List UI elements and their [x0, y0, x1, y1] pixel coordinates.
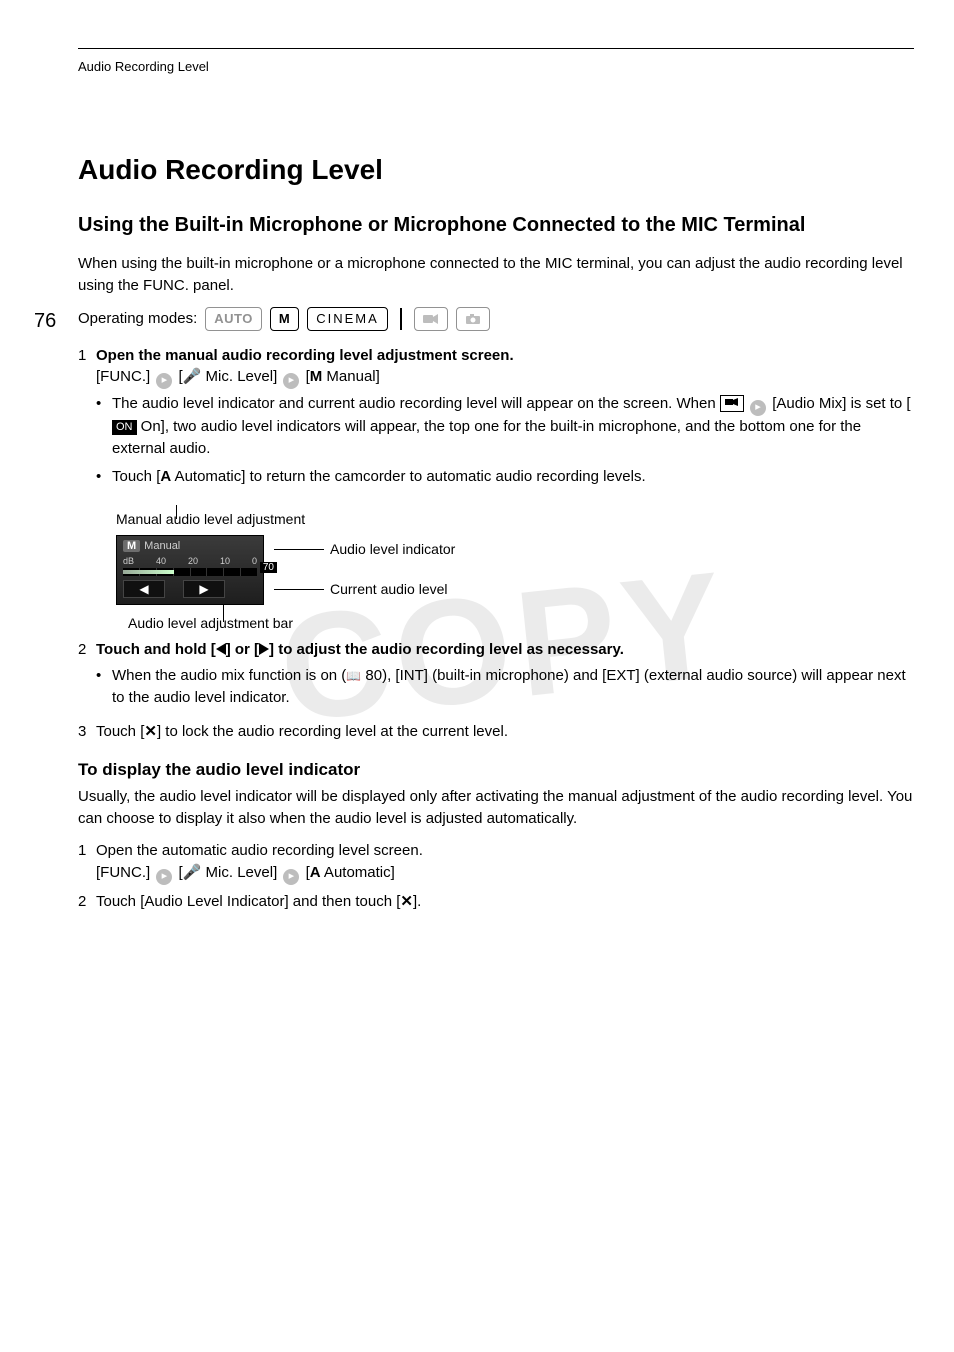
step-2-bullet: When the audio mix function is on (📖 80)…: [96, 665, 914, 709]
modes-label: Operating modes:: [78, 310, 197, 327]
diagram: Manual audio level adjustment M Manual d…: [116, 511, 914, 631]
meter-scale: dB 40 20 10 0: [123, 556, 257, 566]
callout-1: Audio level indicator: [274, 541, 455, 557]
meter-fill: [123, 570, 174, 574]
content: Audio Recording Level Using the Built-in…: [78, 154, 914, 912]
mode-auto: AUTO: [205, 307, 262, 331]
proceed-icon: ▸: [750, 400, 766, 416]
level-up-button[interactable]: ▶: [183, 580, 225, 598]
meter-bar: [123, 568, 257, 576]
close-icon: ✕: [400, 893, 413, 910]
s2-step-1-sub: [FUNC.] ▸ [🎤 Mic. Level] ▸ [A Automatic]: [96, 862, 914, 885]
diagram-caption-bottom: Audio level adjustment bar: [128, 615, 914, 631]
level-panel: M Manual dB 40 20 10 0 70: [116, 535, 264, 605]
step-1-bullet-1: The audio level indicator and current au…: [96, 393, 914, 459]
step-3-head: Touch [✕] to lock the audio recording le…: [96, 723, 508, 740]
intro-paragraph: When using the built-in microphone or a …: [78, 253, 914, 297]
leader-line: [223, 604, 224, 622]
step-num: 3: [78, 721, 96, 743]
close-icon: ✕: [144, 723, 157, 740]
page-number: 76: [34, 310, 56, 333]
page-ref-icon: 📖: [346, 669, 361, 683]
s2-step-1-head: Open the automatic audio recording level…: [96, 842, 423, 859]
step-num: 1: [78, 840, 96, 885]
proceed-icon: ▸: [283, 869, 299, 885]
on-badge: ON: [112, 420, 137, 435]
section-subtitle: Using the Built-in Microphone or Microph…: [78, 212, 914, 239]
step-num: 2: [78, 639, 96, 714]
manual-bracket: [M Manual]: [306, 368, 380, 385]
mode-m: M: [270, 307, 299, 331]
mode-photo-icon: [456, 307, 490, 331]
steps-b: 2 Touch and hold [] or [] to adjust the …: [78, 639, 914, 742]
step-2-head: Touch and hold [] or [] to adjust the au…: [96, 641, 624, 658]
section2-steps: 1 Open the automatic audio recording lev…: [78, 840, 914, 912]
panel-mode-label: Manual: [144, 540, 180, 552]
mic-bracket: [🎤 Mic. Level]: [179, 368, 278, 385]
steps-a: 1 Open the manual audio recording level …: [78, 345, 914, 494]
proceed-icon: ▸: [283, 373, 299, 389]
proceed-icon: ▸: [156, 869, 172, 885]
section2-heading: To display the audio level indicator: [78, 760, 914, 780]
page-title: Audio Recording Level: [78, 154, 914, 186]
proceed-icon: ▸: [156, 373, 172, 389]
top-rule: [78, 48, 914, 49]
page-frame: Audio Recording Level Audio Recording Le…: [78, 48, 914, 1304]
step-3: 3 Touch [✕] to lock the audio recording …: [78, 721, 914, 743]
s2-step-2-text: Touch [Audio Level Indicator] and then t…: [96, 893, 421, 910]
step-1-bullet-2: Touch [A Automatic] to return the camcor…: [96, 466, 914, 488]
step-1-sub: [FUNC.] ▸ [🎤 Mic. Level] ▸ [M Manual]: [96, 366, 914, 389]
camera-menu-icon: [720, 395, 744, 411]
step-num: 2: [78, 891, 96, 913]
leader-line: [176, 505, 177, 519]
level-down-button[interactable]: ◀: [123, 580, 165, 598]
func-label: [FUNC.]: [96, 368, 150, 385]
step-2: 2 Touch and hold [] or [] to adjust the …: [78, 639, 914, 714]
section2-body: Usually, the audio level indicator will …: [78, 786, 914, 830]
running-head: Audio Recording Level: [78, 59, 914, 74]
operating-modes-row: Operating modes: AUTO M CINEMA: [78, 307, 914, 331]
s2-step-1: 1 Open the automatic audio recording lev…: [78, 840, 914, 885]
callout-2: Current audio level: [274, 581, 455, 597]
step-1: 1 Open the manual audio recording level …: [78, 345, 914, 494]
mode-movie-icon: [414, 307, 448, 331]
mode-cinema: CINEMA: [307, 307, 388, 331]
step-num: 1: [78, 345, 96, 494]
triangle-right-icon: [259, 643, 269, 655]
mode-separator: [400, 308, 402, 330]
diagram-caption-top: Manual audio level adjustment: [116, 511, 914, 527]
step-1-head: Open the manual audio recording level ad…: [96, 347, 514, 364]
panel-mode-badge: M: [123, 540, 140, 552]
triangle-left-icon: [216, 643, 226, 655]
s2-step-2: 2 Touch [Audio Level Indicator] and then…: [78, 891, 914, 913]
